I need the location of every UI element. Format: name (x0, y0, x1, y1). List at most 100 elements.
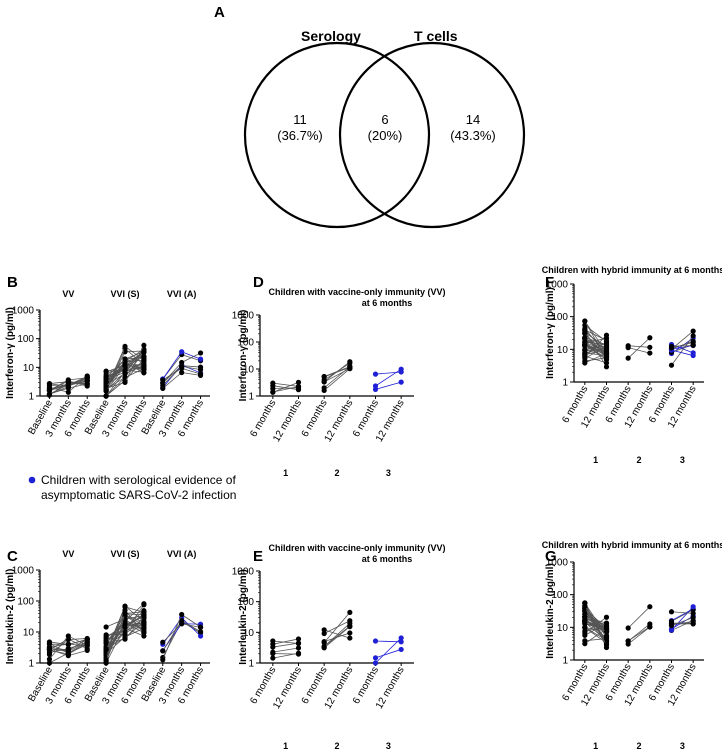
data-point (65, 633, 71, 639)
data-point (141, 363, 147, 369)
y-tick-label: 1000 (232, 567, 255, 578)
series-e-3 (372, 635, 404, 666)
data-point (295, 379, 302, 385)
data-point (103, 372, 109, 378)
data-point (321, 387, 327, 394)
data-point (84, 375, 90, 381)
data-point (668, 618, 675, 624)
pair-line (49, 642, 69, 654)
y-tick-label: 1 (28, 659, 34, 670)
data-point (295, 636, 302, 642)
y-axis-label: Interleukin-2 (pg/ml) (545, 563, 556, 659)
pair-line (323, 368, 351, 391)
pair-line (323, 366, 351, 389)
y-tick-label: 100 (17, 334, 34, 345)
data-point (103, 624, 109, 630)
data-point (372, 383, 379, 389)
group-label: VV (62, 289, 74, 299)
data-point (690, 339, 696, 345)
venn-center-count: 6 (381, 112, 388, 127)
data-point (582, 353, 588, 359)
y-tick-label: 10 (243, 365, 255, 376)
pair-line (584, 337, 607, 346)
pair-line (671, 341, 694, 349)
data-point (372, 655, 379, 661)
legend-text-line2: asymptomatic SARS-CoV-2 infection (41, 488, 236, 502)
data-point (46, 386, 53, 392)
pair-line (105, 363, 126, 387)
pair-line (49, 648, 69, 651)
data-point (625, 625, 631, 631)
y-tick-label: 1 (248, 392, 254, 403)
data-point (372, 638, 379, 644)
data-point (65, 383, 71, 390)
pair-line (375, 637, 402, 664)
data-point (122, 374, 128, 381)
pair-line (124, 615, 145, 629)
pair-line (272, 647, 299, 653)
pair-line (162, 620, 183, 652)
pair-line (105, 613, 126, 650)
data-point (582, 347, 588, 354)
pair-line (162, 372, 182, 389)
pair-line (584, 607, 607, 646)
data-point (46, 391, 53, 398)
pair-line (49, 643, 69, 648)
data-point (582, 342, 588, 348)
pair-line (105, 365, 126, 383)
pair-line (124, 605, 145, 622)
group-label: 1 (283, 741, 288, 751)
data-point (179, 369, 185, 376)
pair-line (68, 641, 88, 652)
pair-line (68, 383, 88, 389)
venn-left-count: 11 (293, 112, 307, 127)
pair-line (272, 382, 299, 387)
pair-line (671, 349, 694, 356)
data-point (122, 356, 128, 362)
pair-line (627, 606, 651, 629)
pair-line (105, 625, 126, 664)
data-point (179, 349, 185, 355)
data-point (668, 362, 675, 368)
pair-line (628, 347, 650, 354)
y-axis-label: Interferon-γ (pg/ml) (545, 287, 556, 379)
pair-line (49, 641, 69, 645)
series-f-3 (668, 328, 696, 368)
data-point (295, 640, 302, 646)
y-tick-label: 1000 (546, 280, 569, 291)
pair-line (323, 625, 351, 647)
data-point (647, 624, 653, 630)
data-point (690, 620, 696, 626)
y-axis-label: Interferon-γ (pg/ml) (238, 310, 249, 402)
pair-line (671, 345, 694, 347)
y-tick-label: 100 (237, 338, 254, 349)
group-label: 1 (593, 455, 598, 465)
data-point (160, 382, 166, 388)
venn-center-pct: (20%) (368, 128, 403, 143)
data-point (321, 645, 327, 651)
pair-line (584, 616, 607, 631)
data-point (603, 626, 610, 632)
data-point (122, 636, 128, 642)
pair-line (584, 344, 607, 355)
data-point (141, 349, 147, 356)
pair-line (124, 622, 144, 629)
data-point (141, 619, 147, 625)
group-label: 3 (386, 468, 391, 478)
data-point (122, 631, 128, 637)
data-point (398, 369, 404, 375)
data-point (347, 630, 353, 636)
data-point (690, 614, 696, 621)
series-d-3 (372, 366, 404, 392)
data-point (141, 369, 147, 375)
pair-line (272, 642, 299, 648)
pair-line (272, 381, 299, 393)
data-point (582, 641, 588, 647)
pair-line (49, 386, 69, 395)
chart-title: Children with vaccine-only immunity (VV) (268, 287, 445, 297)
pair-line (162, 351, 182, 380)
pair-line (49, 635, 69, 660)
data-point (65, 389, 71, 395)
data-point (668, 627, 675, 633)
